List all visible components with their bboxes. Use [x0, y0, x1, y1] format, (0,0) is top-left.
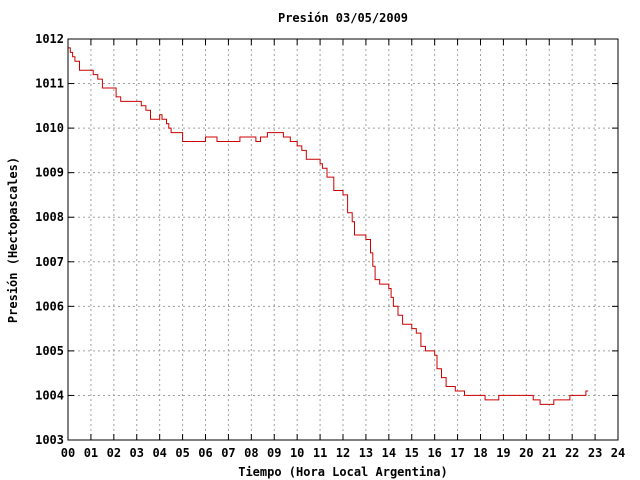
y-tick-label: 1006 — [35, 299, 64, 313]
y-tick-label: 1008 — [35, 210, 64, 224]
y-tick-label: 1011 — [35, 77, 64, 91]
x-tick-label: 20 — [519, 446, 533, 460]
x-tick-label: 07 — [221, 446, 235, 460]
plot-frame — [67, 38, 619, 441]
x-tick-label: 15 — [405, 446, 419, 460]
x-tick-label: 19 — [496, 446, 510, 460]
chart-title: Presión 03/05/2009 — [278, 11, 408, 25]
x-tick-label: 01 — [84, 446, 98, 460]
x-tick-label: 14 — [382, 446, 396, 460]
x-tick-label: 12 — [336, 446, 350, 460]
x-tick-label: 05 — [175, 446, 189, 460]
x-tick-label: 08 — [244, 446, 258, 460]
x-tick-label: 00 — [61, 446, 75, 460]
y-tick-label: 1012 — [35, 32, 64, 46]
y-tick-label: 1005 — [35, 344, 64, 358]
x-tick-label: 17 — [450, 446, 464, 460]
x-tick-label: 22 — [565, 446, 579, 460]
x-tick-label: 24 — [611, 446, 625, 460]
x-tick-label: 10 — [290, 446, 304, 460]
y-tick-label: 1009 — [35, 166, 64, 180]
y-tick-label: 1010 — [35, 121, 64, 135]
x-tick-label: 06 — [198, 446, 212, 460]
x-tick-label: 23 — [588, 446, 602, 460]
x-tick-label: 21 — [542, 446, 556, 460]
x-tick-label: 04 — [152, 446, 166, 460]
y-axis-ticks: 1003 1004 1005 1006 1007 1008 1009 1010 1011 1012 — [35, 32, 618, 447]
x-tick-label: 18 — [473, 446, 487, 460]
x-tick-label: 11 — [313, 446, 327, 460]
y-axis-label: Presión (Hectopascales) — [6, 157, 20, 323]
y-tick-label: 1004 — [35, 388, 64, 402]
x-axis-label: Tiempo (Hora Local Argentina) — [238, 465, 448, 479]
x-tick-label: 03 — [130, 446, 144, 460]
grid-lines — [68, 39, 618, 440]
x-tick-label: 16 — [427, 446, 441, 460]
pressure-line — [68, 47, 589, 405]
x-tick-label: 09 — [267, 446, 281, 460]
x-axis-ticks: 00 01 02 03 04 05 06 07 08 09 10 11 12 13 14 15 16 17 18 19… — [61, 39, 625, 460]
y-tick-label: 1007 — [35, 255, 64, 269]
x-tick-label: 02 — [107, 446, 121, 460]
x-tick-label: 13 — [359, 446, 373, 460]
y-tick-label: 1003 — [35, 433, 64, 447]
